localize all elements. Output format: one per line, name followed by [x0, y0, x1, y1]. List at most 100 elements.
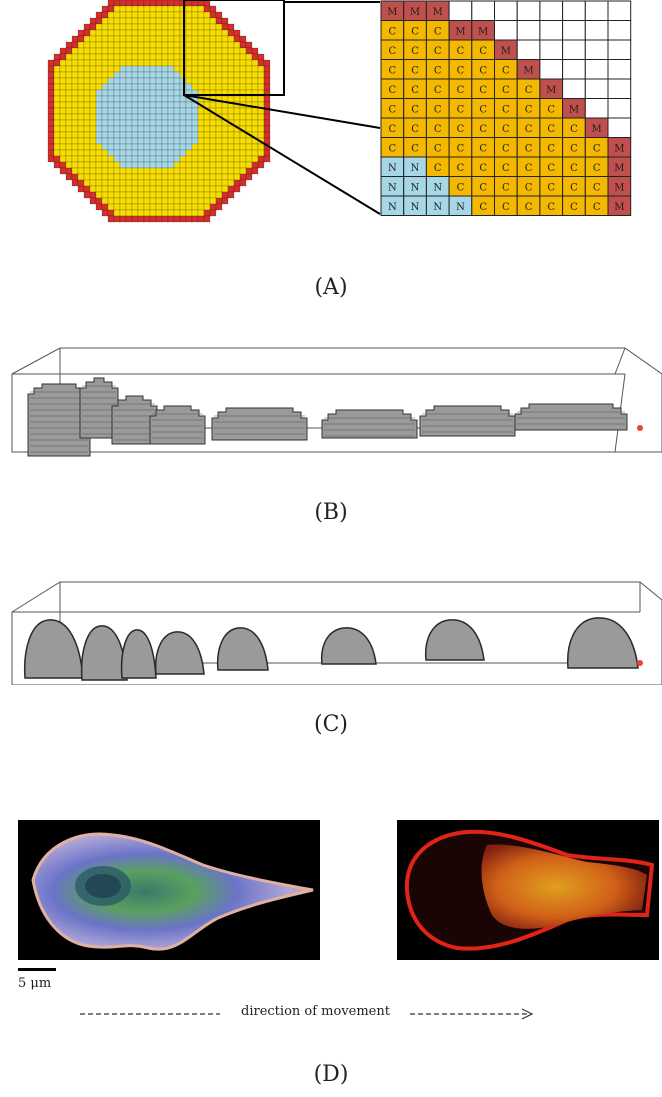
grid-cell: C — [516, 117, 541, 138]
grid-cell: C — [494, 98, 518, 119]
grid-cell: C — [494, 137, 518, 158]
grid-cell: C — [494, 117, 518, 138]
grid-cell: C — [380, 78, 405, 99]
grid-cell-label: C — [434, 65, 442, 76]
lattice-pixel — [257, 161, 265, 169]
grid-cell-label: C — [593, 163, 601, 174]
grid-cell: N — [380, 176, 405, 197]
panel-label-d: (D) — [313, 1062, 349, 1087]
cell-snapshot — [80, 625, 128, 681]
grid-cell-label: C — [389, 46, 397, 57]
cell-image-right — [404, 829, 655, 951]
grid-cell: C — [539, 137, 564, 158]
cell-snapshots-c — [23, 617, 643, 681]
grid-cell-label: N — [433, 202, 442, 213]
grid-cell: C — [471, 98, 496, 119]
grid-cell-label: C — [411, 65, 419, 76]
grid-cell-label: C — [479, 104, 487, 115]
grid-cell-label: C — [389, 104, 397, 115]
grid-cell — [607, 98, 632, 119]
grid-cell: C — [403, 78, 427, 99]
cell-migration-3d-smoothed — [11, 581, 662, 685]
lattice-pixel — [245, 173, 253, 181]
lattice-pixel — [221, 197, 229, 205]
grid-cell-label: C — [457, 46, 465, 57]
grid-cell-label: C — [570, 124, 578, 135]
cell-snapshot — [320, 627, 377, 665]
grid-cell: C — [448, 59, 473, 80]
grid-cell: C — [425, 59, 450, 80]
cell-snapshot — [424, 619, 485, 661]
grid-cell-label: C — [479, 124, 487, 135]
grid-cell: C — [403, 39, 427, 60]
cell-snapshot — [120, 629, 157, 679]
grid-cell: C — [448, 39, 473, 60]
lattice-pixel — [263, 155, 271, 163]
grid-cell: M — [584, 117, 609, 138]
grid-cell: C — [562, 156, 586, 177]
grid-cell: C — [425, 39, 450, 60]
grid-cell-label: N — [411, 163, 420, 174]
grid-cell: C — [380, 117, 405, 138]
direction-label: direction of movement — [241, 1004, 390, 1019]
grid-cell-label: M — [592, 124, 602, 135]
grid-cell: M — [562, 98, 586, 119]
grid-cell-label: C — [411, 104, 419, 115]
grid-cell-label: C — [389, 124, 397, 135]
scale-bar-label: 5 μm — [18, 976, 52, 991]
grid-cell: M — [539, 78, 564, 99]
grid-cell-label: N — [388, 202, 397, 213]
grid-cell — [607, 20, 632, 41]
leading-marker — [637, 660, 643, 666]
grid-cell — [516, 0, 541, 21]
grid-cell: C — [584, 156, 609, 177]
grid-cell: M — [380, 0, 405, 21]
grid-cell-label: C — [525, 124, 533, 135]
grid-cell-label: C — [411, 46, 419, 57]
lattice-pixel — [215, 203, 223, 211]
grid-cell-label: C — [547, 163, 555, 174]
zoom-line-mid — [183, 94, 381, 129]
grid-cell-label: C — [525, 104, 533, 115]
grid-cell — [516, 39, 541, 60]
grid-cell-label: C — [479, 163, 487, 174]
grid-cell: C — [448, 78, 473, 99]
grid-cell-label: C — [502, 104, 510, 115]
grid-cell: C — [380, 98, 405, 119]
grid-cell — [584, 0, 609, 21]
grid-cell-label: M — [478, 26, 488, 37]
grid-cell — [584, 20, 609, 41]
grid-cell-label: C — [479, 143, 487, 154]
grid-cell-label: C — [502, 143, 510, 154]
grid-cell: M — [607, 137, 632, 158]
grid-cell: C — [425, 156, 450, 177]
grid-cell: C — [448, 156, 473, 177]
grid-cell: C — [471, 39, 496, 60]
grid-cell: C — [425, 137, 450, 158]
zoomed-grid: M M MC C C M MC C C C C MC C C C C C MC C C C C C C MC C C C C C C C MC C… — [380, 0, 632, 216]
grid-cell: C — [380, 59, 405, 80]
grid-cell: C — [471, 59, 496, 80]
grid-cell: M — [607, 195, 632, 216]
grid-cell: C — [471, 137, 496, 158]
grid-cell-label: C — [593, 182, 601, 193]
micrograph-left — [18, 820, 320, 960]
grid-cell-label: C — [570, 182, 578, 193]
grid-cell: C — [516, 176, 541, 197]
grid-cell-label: C — [502, 182, 510, 193]
grid-cell: C — [539, 156, 564, 177]
grid-cell: N — [380, 156, 405, 177]
grid-cell: C — [562, 176, 586, 197]
panel-label-c: (C) — [314, 712, 348, 737]
grid-cell-label: C — [457, 182, 465, 193]
grid-cell — [562, 39, 586, 60]
grid-cell-label: N — [433, 182, 442, 193]
grid-cell-label: M — [455, 26, 465, 37]
grid-cell — [471, 0, 496, 21]
cell-snapshot — [211, 407, 308, 441]
grid-cell: N — [425, 176, 450, 197]
grid-cell-label: C — [434, 124, 442, 135]
grid-cell: C — [494, 195, 518, 216]
cell-snapshot — [149, 405, 206, 445]
grid-cell-label: C — [434, 26, 442, 37]
